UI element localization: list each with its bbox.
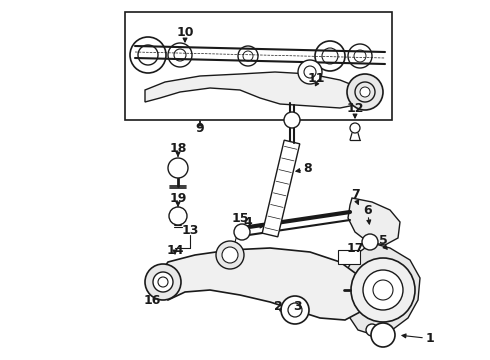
Polygon shape	[344, 242, 420, 335]
Text: 18: 18	[170, 141, 187, 154]
Text: 13: 13	[181, 224, 198, 237]
Circle shape	[350, 123, 360, 133]
Text: 19: 19	[170, 192, 187, 204]
Circle shape	[351, 258, 415, 322]
Circle shape	[168, 158, 188, 178]
Circle shape	[216, 241, 244, 269]
Circle shape	[347, 74, 383, 110]
Text: 16: 16	[143, 293, 161, 306]
Bar	[125, 12, 392, 120]
Circle shape	[360, 87, 370, 97]
Circle shape	[222, 247, 238, 263]
Circle shape	[298, 60, 322, 84]
Polygon shape	[145, 72, 370, 108]
Bar	[338, 250, 360, 264]
Text: 10: 10	[176, 26, 194, 39]
Text: 11: 11	[307, 72, 325, 85]
Polygon shape	[262, 140, 300, 237]
Circle shape	[363, 270, 403, 310]
Text: 9: 9	[196, 122, 204, 135]
Circle shape	[284, 112, 300, 128]
Text: 1: 1	[426, 332, 434, 345]
Polygon shape	[348, 198, 400, 245]
Text: 7: 7	[352, 188, 360, 201]
Circle shape	[366, 324, 378, 336]
Text: 14: 14	[166, 243, 184, 257]
Circle shape	[153, 272, 173, 292]
Text: 5: 5	[379, 234, 388, 247]
Circle shape	[362, 234, 378, 250]
Circle shape	[145, 264, 181, 300]
Circle shape	[169, 207, 187, 225]
Text: 2: 2	[273, 301, 282, 314]
Polygon shape	[158, 248, 368, 320]
Circle shape	[281, 296, 309, 324]
Text: 8: 8	[304, 162, 312, 175]
Text: 15: 15	[231, 212, 249, 225]
Text: 12: 12	[346, 102, 364, 114]
Text: 3: 3	[294, 301, 302, 314]
Text: 6: 6	[364, 203, 372, 216]
Circle shape	[371, 323, 395, 347]
Circle shape	[234, 224, 250, 240]
Text: 4: 4	[244, 216, 252, 229]
Text: 17: 17	[346, 242, 364, 255]
